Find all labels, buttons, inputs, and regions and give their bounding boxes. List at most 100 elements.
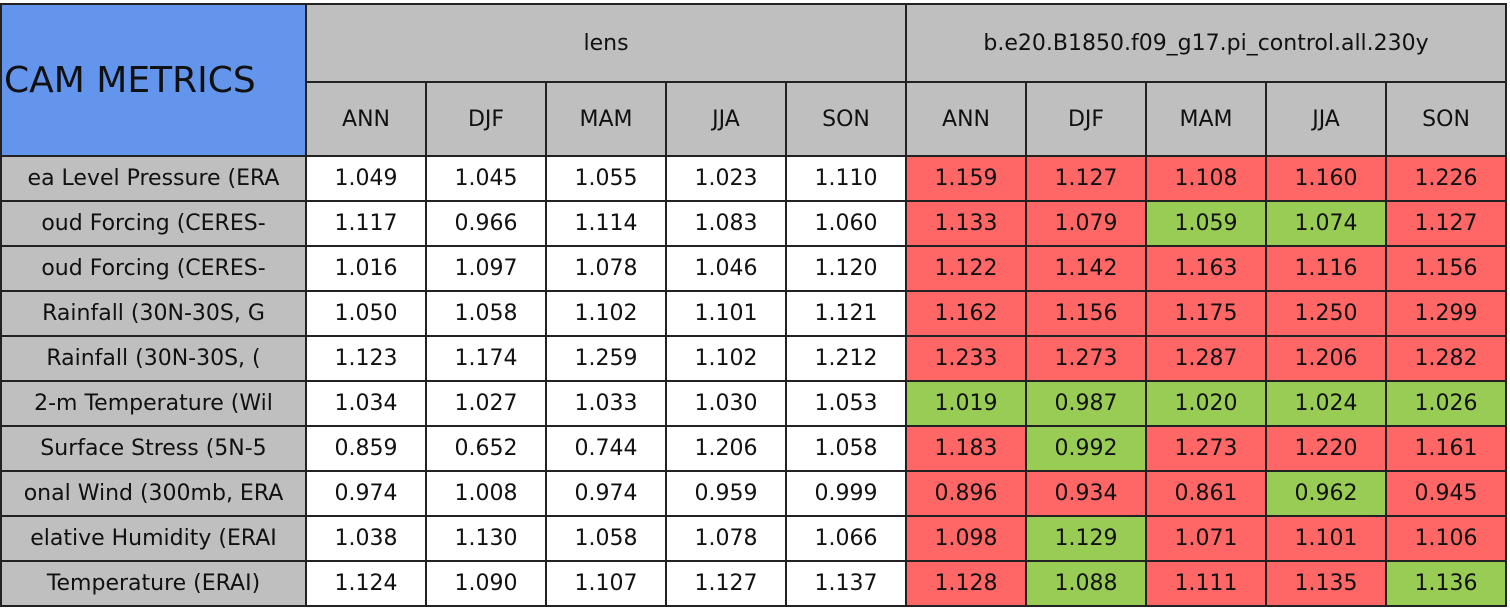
column-header: DJF — [425, 81, 547, 157]
value-cell: 1.135 — [1265, 560, 1388, 607]
value-cell: 1.183 — [905, 425, 1028, 472]
table-header: CAM METRICS lens b.e20.B1850.f09_g17.pi_co… — [0, 3, 1508, 157]
column-header: DJF — [1025, 81, 1148, 157]
data-row: elative Humidity (ERAI 1.038 1.130 1.058 1.0… — [0, 515, 1508, 562]
metrics-table: CAM METRICS lens b.e20.B1850.f09_g17.pi_co… — [0, 3, 1508, 607]
value-cell: 1.206 — [665, 425, 787, 472]
data-row: 2-m Temperature (Wil 1.034 1.027 1.033 1.030… — [0, 380, 1508, 427]
value-cell: 0.987 — [1025, 380, 1148, 427]
value-cell: 1.117 — [305, 200, 427, 247]
value-cell: 1.114 — [545, 200, 667, 247]
value-cell: 1.079 — [1025, 200, 1148, 247]
value-cell: 1.058 — [425, 290, 547, 337]
data-row: oud Forcing (CERES- 1.117 0.966 1.114 1.083 1… — [0, 200, 1508, 247]
value-cell: 1.023 — [665, 155, 787, 202]
column-header: ANN — [305, 81, 427, 157]
value-cell: 1.034 — [305, 380, 427, 427]
value-cell: 1.038 — [305, 515, 427, 562]
value-cell: 1.127 — [1385, 200, 1508, 247]
value-cell: 1.050 — [305, 290, 427, 337]
value-cell: 1.046 — [665, 245, 787, 292]
value-cell: 0.744 — [545, 425, 667, 472]
value-cell: 1.102 — [545, 290, 667, 337]
data-row: Rainfall (30N-30S, G 1.050 1.058 1.102 1.101… — [0, 290, 1508, 337]
value-cell: 1.273 — [1145, 425, 1268, 472]
value-cell: 1.122 — [905, 245, 1028, 292]
value-cell: 0.861 — [1145, 470, 1268, 517]
value-cell: 1.078 — [665, 515, 787, 562]
value-cell: 1.133 — [905, 200, 1028, 247]
value-cell: 1.058 — [784, 425, 908, 472]
row-label: Rainfall (30N-30S, ( — [0, 335, 307, 382]
row-label: ea Level Pressure (ERA — [0, 155, 307, 202]
data-row: ea Level Pressure (ERA 1.049 1.045 1.055 1.0… — [0, 155, 1508, 202]
value-cell: 0.859 — [305, 425, 427, 472]
table-title: CAM METRICS — [0, 3, 307, 157]
value-cell: 1.059 — [1145, 200, 1268, 247]
group-header: lens — [304, 3, 908, 83]
value-cell: 1.130 — [425, 515, 547, 562]
group-header: b.e20.B1850.f09_g17.pi_control.all.230y — [905, 3, 1508, 83]
row-label: 2-m Temperature (Wil — [0, 380, 307, 427]
value-cell: 1.233 — [905, 335, 1028, 382]
value-cell: 1.107 — [545, 560, 667, 607]
value-cell: 1.111 — [1145, 560, 1268, 607]
value-cell: 1.058 — [545, 515, 667, 562]
value-cell: 1.142 — [1025, 245, 1148, 292]
value-cell: 1.108 — [1145, 155, 1268, 202]
value-cell: 1.101 — [1265, 515, 1388, 562]
row-label: Surface Stress (5N-5 — [0, 425, 307, 472]
value-cell: 1.137 — [784, 560, 908, 607]
value-cell: 1.161 — [1385, 425, 1508, 472]
column-header: ANN — [905, 81, 1028, 157]
table-body: ea Level Pressure (ERA 1.049 1.045 1.055 1.0… — [0, 155, 1508, 607]
value-cell: 1.299 — [1385, 290, 1508, 337]
value-cell: 1.083 — [665, 200, 787, 247]
data-row: oud Forcing (CERES- 1.016 1.097 1.078 1.046 1… — [0, 245, 1508, 292]
value-cell: 1.159 — [905, 155, 1028, 202]
value-cell: 1.282 — [1385, 335, 1508, 382]
value-cell: 1.045 — [425, 155, 547, 202]
data-row: Temperature (ERAI) 1.124 1.090 1.107 1.127 1.… — [0, 560, 1508, 607]
value-cell: 1.110 — [784, 155, 908, 202]
value-cell: 1.026 — [1385, 380, 1508, 427]
column-header: JJA — [1265, 81, 1388, 157]
page: CAM METRICS lens b.e20.B1850.f09_g17.pi_co… — [0, 3, 1510, 614]
column-header: MAM — [545, 81, 667, 157]
value-cell: 1.206 — [1265, 335, 1388, 382]
value-cell: 1.175 — [1145, 290, 1268, 337]
value-cell: 1.127 — [665, 560, 787, 607]
value-cell: 1.071 — [1145, 515, 1268, 562]
value-cell: 1.226 — [1385, 155, 1508, 202]
value-cell: 1.030 — [665, 380, 787, 427]
value-cell: 1.220 — [1265, 425, 1388, 472]
value-cell: 1.116 — [1265, 245, 1388, 292]
value-cell: 1.250 — [1265, 290, 1388, 337]
value-cell: 1.106 — [1385, 515, 1508, 562]
value-cell: 1.162 — [905, 290, 1028, 337]
value-cell: 1.102 — [665, 335, 787, 382]
row-label: Rainfall (30N-30S, G — [0, 290, 307, 337]
value-cell: 1.066 — [784, 515, 908, 562]
value-cell: 1.128 — [905, 560, 1028, 607]
value-cell: 1.024 — [1265, 380, 1388, 427]
value-cell: 1.055 — [545, 155, 667, 202]
value-cell: 1.259 — [545, 335, 667, 382]
value-cell: 0.966 — [425, 200, 547, 247]
value-cell: 0.962 — [1265, 470, 1388, 517]
value-cell: 1.127 — [1025, 155, 1148, 202]
value-cell: 1.160 — [1265, 155, 1388, 202]
value-cell: 1.088 — [1025, 560, 1148, 607]
value-cell: 1.287 — [1145, 335, 1268, 382]
value-cell: 0.974 — [305, 470, 427, 517]
value-cell: 0.999 — [784, 470, 908, 517]
value-cell: 1.053 — [784, 380, 908, 427]
header-row: CAM METRICS lens b.e20.B1850.f09_g17.pi_co… — [0, 3, 1508, 157]
value-cell: 1.123 — [305, 335, 427, 382]
row-label: Temperature (ERAI) — [0, 560, 307, 607]
value-cell: 1.049 — [305, 155, 427, 202]
value-cell: 1.078 — [545, 245, 667, 292]
value-cell: 1.273 — [1025, 335, 1148, 382]
value-cell: 1.027 — [425, 380, 547, 427]
subheader-row: ANN DJF MAM JJA SON ANN DJF MAM JJA SON — [1, 81, 1508, 157]
